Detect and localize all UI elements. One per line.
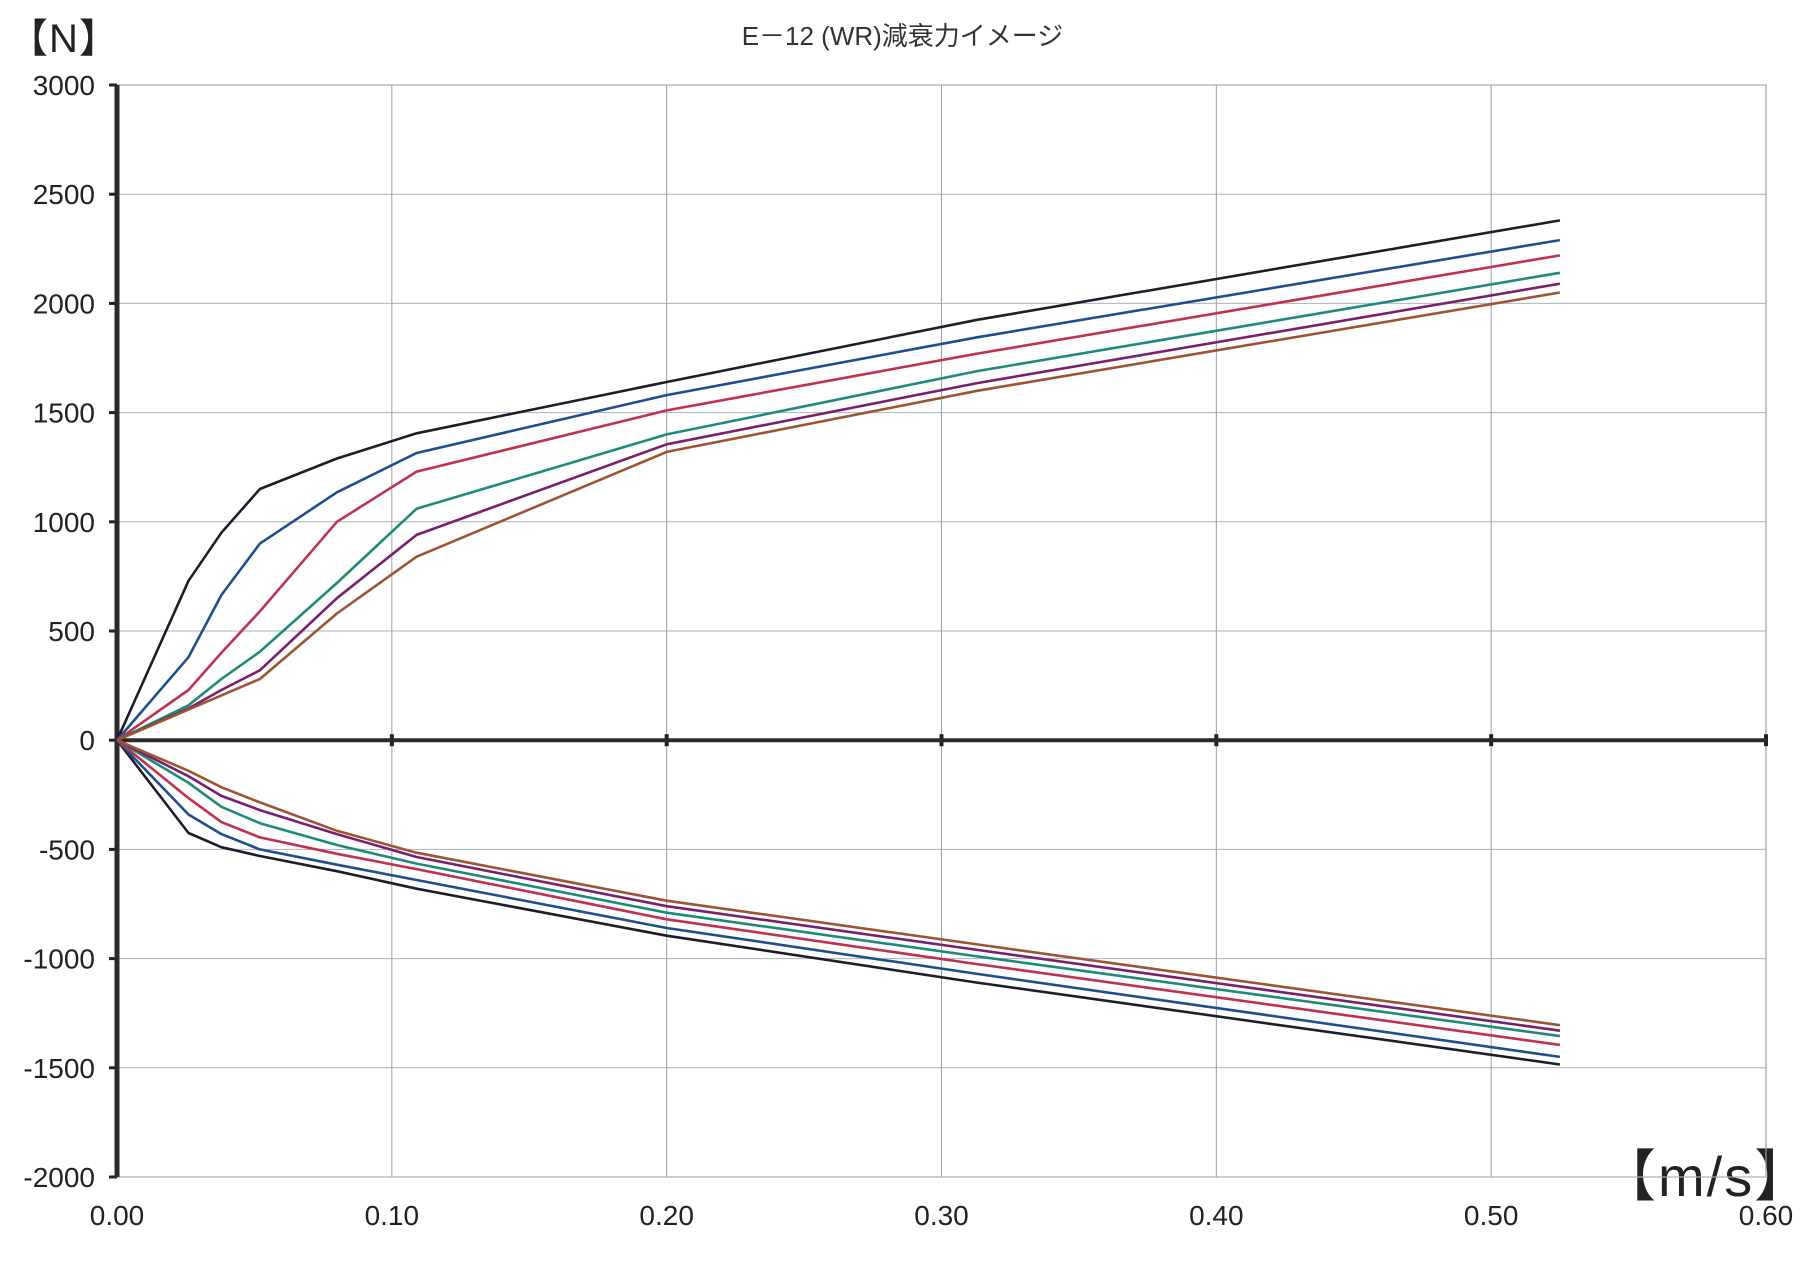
- series-line-7: [115, 739, 1561, 1066]
- y-tick-label: -1500: [23, 1053, 95, 1084]
- x-tick-label: 0.40: [1189, 1200, 1244, 1231]
- x-tick-label: 0.20: [639, 1200, 694, 1231]
- x-tick-label: 0.30: [914, 1200, 969, 1231]
- y-tick-label: 2500: [33, 179, 95, 210]
- y-axis-unit-label: 【N】: [8, 17, 120, 61]
- series-line-1: [115, 219, 1561, 741]
- y-tick-label: -2000: [23, 1162, 95, 1193]
- series-line-4: [116, 271, 1561, 742]
- series-line-5: [116, 282, 1561, 742]
- x-tick-label: 0.00: [90, 1200, 145, 1231]
- y-tick-label: 500: [48, 616, 95, 647]
- y-tick-label: 1500: [33, 398, 95, 429]
- series-line-8: [116, 739, 1561, 1059]
- series-line-11: [116, 739, 1561, 1032]
- x-tick-label: 0.10: [365, 1200, 420, 1231]
- y-tick-label: 3000: [33, 70, 95, 101]
- y-tick-label: -500: [39, 834, 95, 865]
- y-tick-label: 0: [79, 725, 95, 756]
- series-line-10: [116, 739, 1561, 1038]
- series-line-9: [116, 739, 1561, 1047]
- series-line-6: [116, 291, 1561, 742]
- series-line-3: [116, 254, 1561, 742]
- chart-title: E－12 (WR)減衰力イメージ: [741, 21, 1064, 51]
- x-tick-label: 0.60: [1739, 1200, 1794, 1231]
- x-tick-label: 0.50: [1464, 1200, 1519, 1231]
- y-tick-label: 1000: [33, 507, 95, 538]
- y-tick-label: 2000: [33, 288, 95, 319]
- series-line-12: [116, 739, 1561, 1027]
- series-line-2: [116, 238, 1561, 742]
- y-tick-label: -1000: [23, 944, 95, 975]
